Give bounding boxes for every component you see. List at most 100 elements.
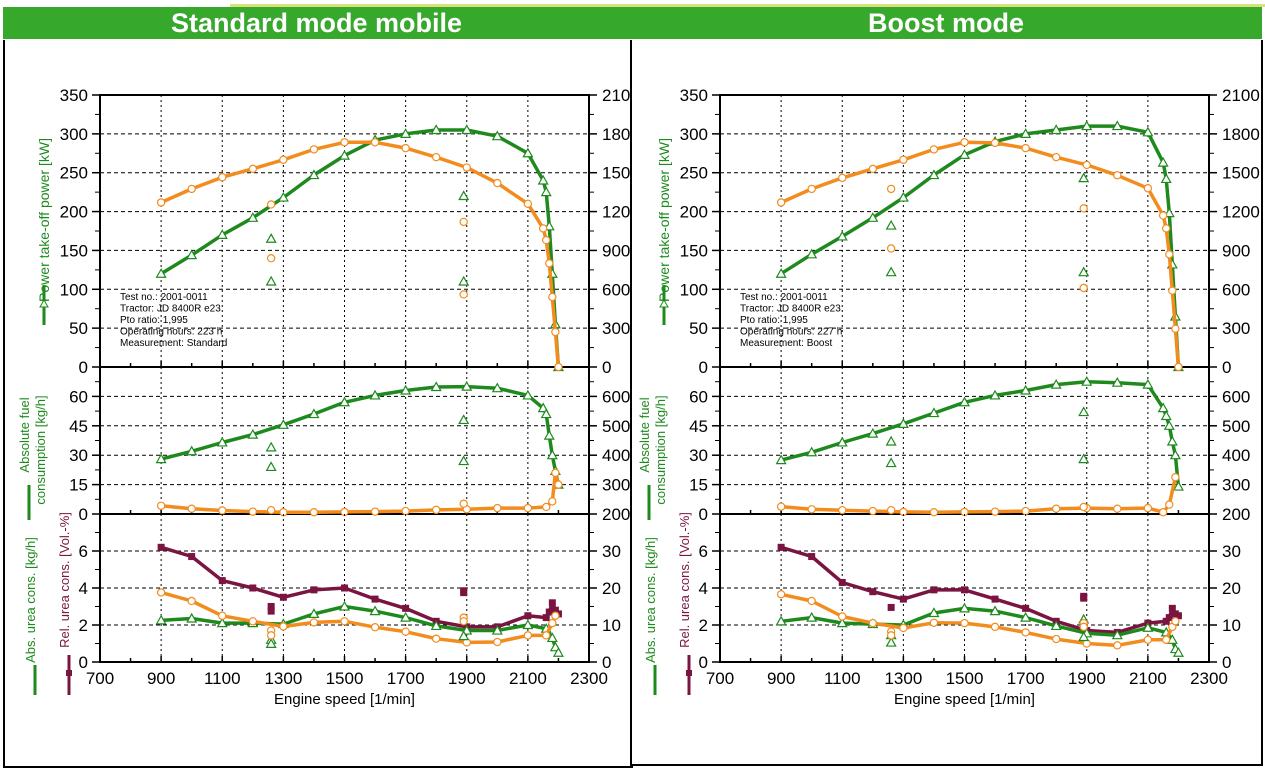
right-tick-label: 300 <box>602 319 630 338</box>
chart-title-standard: Standard mode mobile <box>3 7 630 39</box>
data-point-circle <box>266 505 276 515</box>
data-point-triangle <box>928 407 940 418</box>
data-point-circle <box>1165 500 1174 509</box>
data-point-circle <box>431 152 441 162</box>
right-tick-label: 300 <box>1222 476 1250 495</box>
left-tick-label: 0 <box>699 358 708 377</box>
info-box-line: Measurement: Standard <box>120 338 227 349</box>
right-tick-label: 0 <box>602 358 611 377</box>
data-point-circle <box>548 497 557 506</box>
data-point-circle <box>548 292 557 302</box>
data-point-circle <box>886 184 896 194</box>
data-point-circle <box>929 145 939 154</box>
data-point-square <box>188 553 196 561</box>
series-spec-urea-cons-g-kwh- <box>156 588 560 647</box>
data-point-circle <box>990 138 1000 148</box>
data-point-triangle <box>155 268 167 278</box>
data-point-square <box>267 603 275 610</box>
data-point-circle <box>1162 224 1171 233</box>
data-point-circle <box>340 138 349 147</box>
data-point-triangle <box>1020 384 1032 395</box>
series-abs-urea-cons-kg-h- <box>155 600 564 657</box>
data-point-square <box>930 586 938 594</box>
right-tick-label: 500 <box>1222 417 1250 436</box>
data-point-circle <box>218 506 227 515</box>
data-point-triangle <box>265 275 277 286</box>
data-point-circle <box>538 224 548 233</box>
data-point-square <box>542 614 550 622</box>
data-point-triangle <box>885 266 897 277</box>
data-point-triangle <box>1050 124 1062 135</box>
info-box-line: Operating hours: 223 h <box>120 327 222 338</box>
data-point-triangle <box>277 191 289 202</box>
data-point-square <box>267 607 275 615</box>
data-point-circle <box>266 253 276 263</box>
data-point-circle <box>523 631 533 640</box>
data-point-circle <box>218 173 227 182</box>
right-tick-label: 10 <box>1222 616 1241 635</box>
data-point-circle <box>1079 283 1088 293</box>
data-point-triangle <box>1081 120 1093 131</box>
data-point-triangle <box>1050 378 1062 389</box>
data-point-circle <box>370 507 380 516</box>
x-axis-label: Engine speed [1/min] <box>274 691 415 708</box>
data-point-circle <box>886 631 896 640</box>
data-point-square <box>249 584 257 592</box>
data-point-circle <box>551 327 560 337</box>
data-point-square <box>310 586 318 594</box>
data-point-triangle <box>958 396 971 407</box>
data-point-triangle <box>247 428 259 439</box>
data-point-circle <box>542 631 551 640</box>
legend-marker-triangle <box>659 298 669 308</box>
data-point-circle <box>548 618 557 628</box>
info-box-line: Tractor: JD 8400R e23 <box>120 304 221 315</box>
data-point-triangle <box>537 174 549 185</box>
series-absolute-fuel-consumption <box>775 375 1184 491</box>
data-point-triangle <box>540 408 552 419</box>
data-point-triangle <box>338 396 351 407</box>
plot-frame <box>719 94 1210 663</box>
data-point-circle <box>187 184 196 194</box>
data-point-circle <box>838 173 847 183</box>
series-specific-fuel-cons- <box>776 473 1180 517</box>
data-point-square <box>157 543 165 551</box>
data-point-triangle <box>491 624 503 635</box>
data-point-triangle <box>836 617 848 628</box>
scatter-points <box>265 414 470 472</box>
data-point-triangle <box>775 268 787 278</box>
left-tick-label: 250 <box>680 164 708 183</box>
x-tick-label: 1500 <box>326 669 364 688</box>
data-point-circle <box>1079 622 1088 632</box>
left-tick-label: 250 <box>60 164 88 183</box>
data-point-circle <box>459 290 468 299</box>
data-point-square <box>869 588 877 596</box>
x-tick-label: 1300 <box>884 669 922 688</box>
data-point-circle <box>929 618 939 627</box>
data-point-circle <box>309 618 319 627</box>
left-tick-label: 6 <box>699 542 708 561</box>
data-point-triangle <box>186 249 198 260</box>
data-point-triangle <box>989 605 1001 616</box>
data-point-circle <box>899 155 908 164</box>
scatter-points <box>266 613 468 640</box>
right-tick-label: 900 <box>1222 241 1250 260</box>
data-point-circle <box>401 627 410 636</box>
data-point-circle <box>807 596 816 606</box>
left-axis-label-abs-fuel-2: consumption [kg/h] <box>653 395 668 504</box>
panel-urea: 0 2 4 6 0 10 20 30 <box>79 514 621 672</box>
data-point-triangle <box>265 441 277 452</box>
scatter-points <box>885 172 1090 277</box>
data-point-circle <box>542 502 551 512</box>
left-tick-label: 30 <box>689 446 708 465</box>
data-point-square <box>341 584 348 592</box>
right-tick-label: 200 <box>1222 505 1250 524</box>
left-tick-label: 60 <box>69 387 88 406</box>
data-point-circle <box>1113 171 1122 180</box>
scatter-points <box>885 406 1090 468</box>
chart-title-boost: Boost mode <box>630 7 1262 39</box>
x-tick-label: 700 <box>706 669 734 688</box>
data-point-circle <box>899 623 908 633</box>
data-point-triangle <box>461 380 473 391</box>
panel-power-torque: 0 50 100 150 200 250 300 350 0 300 600 900 1200 1500 1… <box>60 86 640 377</box>
data-point-circle <box>156 501 166 510</box>
